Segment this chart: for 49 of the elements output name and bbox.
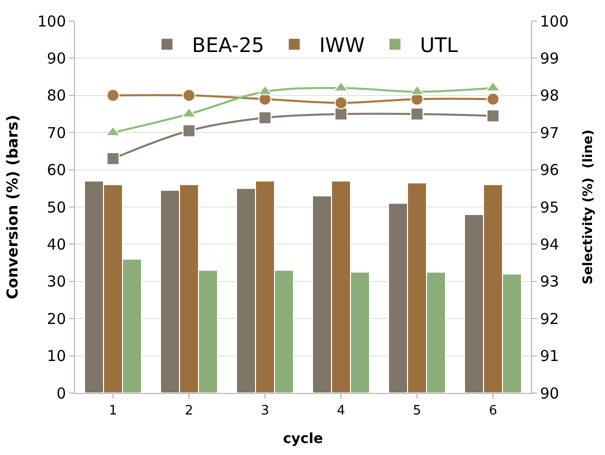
- y-tick-label: 40: [46, 235, 66, 254]
- y-tick-label: 80: [46, 86, 66, 105]
- y2-tick-label: 99: [540, 49, 560, 68]
- x-axis-title: cycle: [282, 430, 324, 447]
- point: [334, 108, 348, 120]
- x-tick-label: 3: [260, 404, 270, 419]
- x-tick-label: 2: [184, 404, 194, 419]
- y2-tick-label: 93: [540, 272, 560, 291]
- y-tick-label: 10: [46, 347, 66, 366]
- point: [106, 126, 120, 136]
- legend-label: BEA-25: [192, 33, 264, 58]
- y2-tick-label: 91: [540, 347, 560, 366]
- legend-label: IWW: [319, 33, 365, 58]
- point: [410, 85, 424, 96]
- x-tick-label: 5: [412, 404, 422, 419]
- x-tick-label: 6: [488, 404, 498, 419]
- point: [334, 81, 348, 92]
- x-tick-label: 1: [108, 404, 118, 419]
- legend-label: UTL: [420, 33, 459, 58]
- y2-tick-label: 92: [540, 310, 560, 328]
- y-tick-label: 30: [46, 272, 66, 291]
- y-tick-label: 70: [46, 124, 66, 142]
- y2-tick-label: 95: [540, 198, 560, 216]
- y-tick-label: 60: [46, 161, 66, 180]
- x-tick-label: 4: [336, 404, 346, 419]
- point: [486, 92, 500, 106]
- y-tick-label: 0: [56, 384, 66, 402]
- y2-tick-label: 96: [540, 161, 560, 180]
- point: [486, 81, 500, 92]
- point: [258, 85, 272, 96]
- point: [410, 108, 424, 120]
- point: [106, 152, 120, 166]
- point: [258, 111, 272, 124]
- y2-tick-label: 100: [540, 12, 569, 30]
- y-axis-title: Conversion (%) (bars): [4, 114, 22, 300]
- y-tick-label: 90: [46, 49, 66, 68]
- y2-tick-label: 97: [540, 124, 560, 142]
- y2-axis-title: Selectivity (%) (line): [581, 130, 596, 284]
- point: [106, 88, 120, 102]
- y-tick-label: 20: [46, 310, 66, 328]
- y2-tick-label: 94: [540, 235, 560, 254]
- y-tick-label: 50: [46, 198, 66, 216]
- point: [182, 124, 196, 138]
- point: [334, 96, 348, 110]
- y2-tick-label: 98: [540, 86, 560, 105]
- point: [182, 88, 196, 102]
- y-tick-label: 100: [37, 12, 66, 30]
- y2-tick-label: 90: [540, 384, 560, 402]
- point: [486, 109, 500, 122]
